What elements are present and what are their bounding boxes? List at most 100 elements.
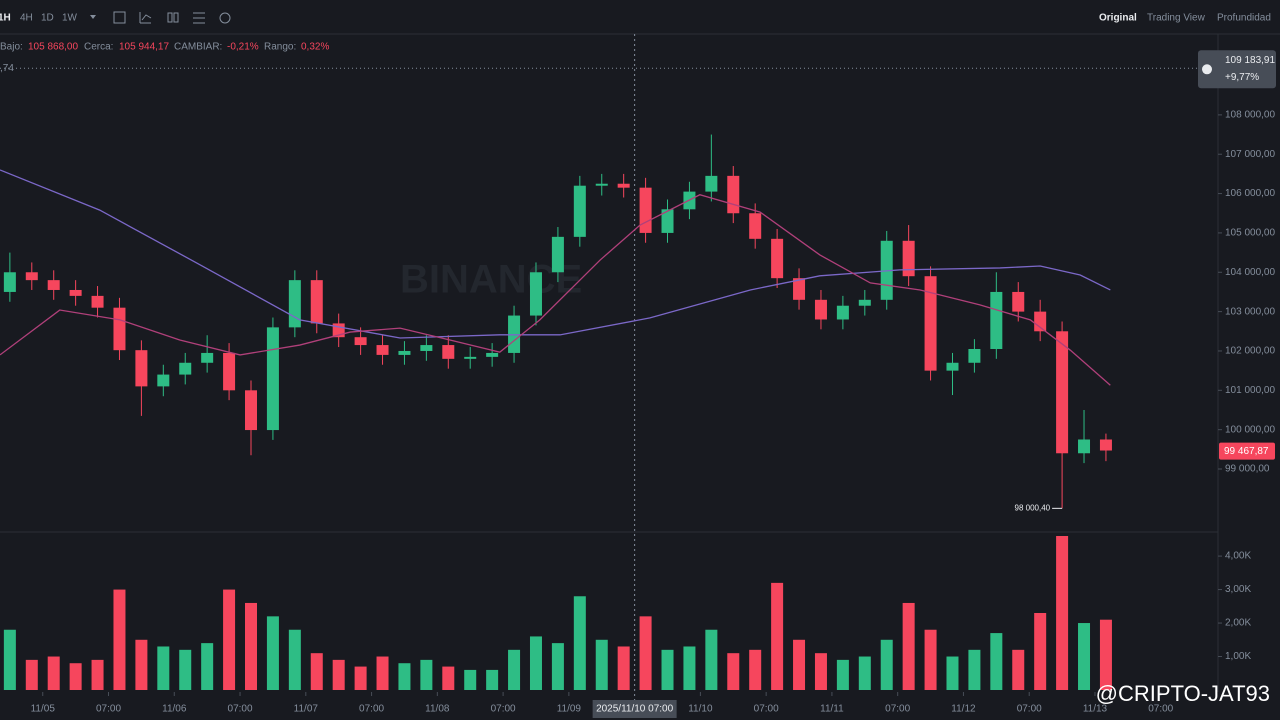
- candle-body: [946, 362, 959, 371]
- candle-body: [135, 350, 148, 387]
- icon[interactable]: [219, 12, 231, 24]
- candle-body: [1012, 291, 1025, 312]
- candle-body: [25, 272, 38, 281]
- candle-body: [1056, 331, 1069, 454]
- volume-bar: [266, 616, 279, 690]
- volume-bar: [1056, 536, 1069, 690]
- y-tick-label: 105 000,00: [1225, 228, 1275, 239]
- candle-body: [69, 289, 82, 296]
- candle-body: [464, 356, 477, 359]
- marked-price-box: [1198, 50, 1276, 89]
- candle-body: [858, 299, 871, 306]
- candle-body: [398, 350, 411, 355]
- volume-bar: [201, 643, 214, 690]
- ma-line: [0, 169, 1111, 339]
- last-price-label: 99 467,87: [1224, 446, 1269, 457]
- volume-bar: [47, 656, 60, 690]
- y-tick-label: 102 000,00: [1225, 346, 1275, 357]
- volume-bar: [223, 589, 236, 690]
- volume-bar: [661, 649, 674, 690]
- volume-bar: [1012, 649, 1025, 690]
- x-tick-label: 07:00: [1017, 704, 1042, 715]
- candle-body: [223, 352, 236, 391]
- interval[interactable]: 4H: [20, 13, 33, 24]
- candle-body: [793, 278, 806, 300]
- x-tick-label: 07:00: [1148, 704, 1173, 715]
- volume-bar: [705, 629, 718, 690]
- info-value: -0,21%: [227, 42, 259, 53]
- candle-body: [749, 213, 762, 239]
- candle-body: [573, 185, 586, 237]
- y-tick-label: 100 000,00: [1225, 424, 1275, 435]
- candle-body: [157, 374, 170, 387]
- x-tick-label: 11/10: [688, 704, 713, 715]
- candle-body: [3, 272, 16, 292]
- marked-price-left: ,74: [0, 63, 14, 74]
- info-label: Rango:: [264, 42, 296, 53]
- icon[interactable]: [167, 12, 173, 23]
- x-tick-label: 11/11: [820, 704, 844, 715]
- candle-body: [1099, 439, 1112, 451]
- volume-bar: [332, 659, 345, 690]
- crosshair-tag: [592, 700, 677, 718]
- volume-bar: [464, 669, 477, 690]
- candle-body: [968, 348, 981, 363]
- ma-line: [0, 194, 1111, 386]
- volume-bar: [69, 663, 82, 690]
- candle-body: [201, 352, 214, 363]
- volume-bar: [814, 653, 827, 690]
- candle-body: [376, 345, 389, 355]
- volume-bar: [1099, 619, 1112, 690]
- volume-bar: [683, 646, 696, 690]
- volume-bar: [749, 649, 762, 690]
- dropdown-icon[interactable]: [90, 15, 96, 19]
- candle-body: [266, 327, 279, 431]
- volume-bar: [310, 653, 323, 690]
- icon[interactable]: [113, 11, 126, 24]
- x-tick-label: 07:00: [96, 704, 121, 715]
- volume-bar: [946, 656, 959, 690]
- x-tick-label: 07:00: [491, 704, 516, 715]
- candle-body: [814, 299, 827, 320]
- volume-tick-label: 4,00K: [1225, 551, 1251, 562]
- volume-bar: [836, 659, 849, 690]
- y-tick-label: 103 000,00: [1225, 306, 1275, 317]
- interval[interactable]: 1D: [41, 13, 54, 24]
- y-tick-label: 99 000,00: [1225, 464, 1270, 475]
- y-tick-label: 104 000,00: [1225, 267, 1275, 278]
- watermark: BINANCE: [400, 258, 582, 302]
- volume-bar: [179, 649, 192, 690]
- info-label: Bajo:: [0, 42, 23, 53]
- candle-body: [179, 362, 192, 375]
- view-tab[interactable]: Profundidad: [1217, 13, 1271, 24]
- credit: @CRIPTO-JAT93: [1096, 681, 1270, 706]
- x-tick-label: 11/08: [425, 704, 450, 715]
- min-marker-label: 98 000,40: [1015, 503, 1051, 512]
- volume-bar: [990, 633, 1003, 690]
- x-tick-label: 11/07: [294, 704, 319, 715]
- volume-bar: [793, 639, 806, 690]
- volume-bar: [573, 596, 586, 690]
- volume-bar: [924, 629, 937, 690]
- x-tick-label: 07:00: [885, 704, 910, 715]
- icon[interactable]: [139, 12, 152, 24]
- candle-body: [771, 238, 784, 279]
- volume-bar: [442, 666, 455, 690]
- y-tick-label: 107 000,00: [1225, 149, 1275, 160]
- view-tab[interactable]: Trading View: [1147, 13, 1206, 24]
- volume-bar: [376, 656, 389, 690]
- candle-body: [91, 295, 104, 308]
- icon[interactable]: [193, 12, 205, 24]
- y-tick-label: 101 000,00: [1225, 385, 1275, 396]
- view-tab[interactable]: Original: [1099, 13, 1137, 24]
- candle-body: [529, 272, 542, 316]
- interval[interactable]: 1H: [0, 13, 11, 24]
- candle-body: [727, 175, 740, 214]
- candle-body: [617, 183, 630, 188]
- interval[interactable]: 1W: [62, 13, 78, 24]
- icon[interactable]: [173, 12, 179, 23]
- volume-bar: [968, 649, 981, 690]
- volume-bar: [771, 582, 784, 690]
- candle-body: [442, 345, 455, 359]
